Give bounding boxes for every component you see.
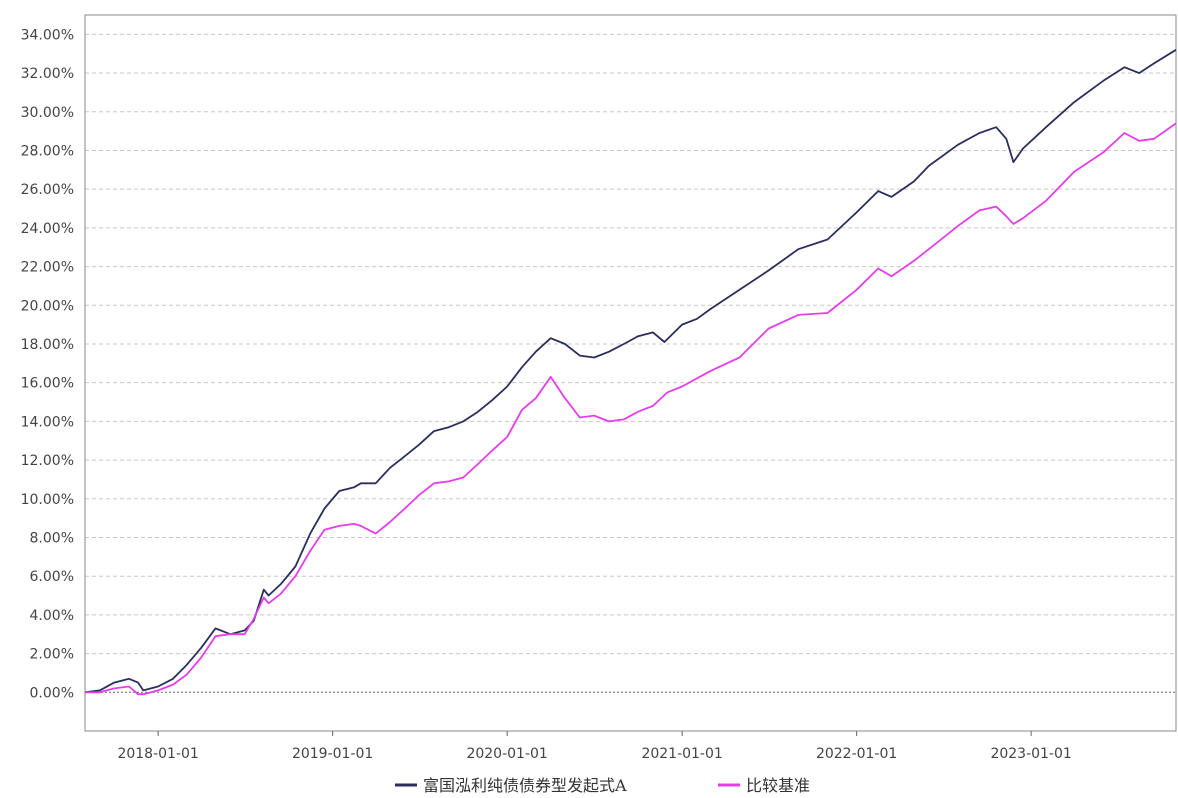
x-tick-label: 2021-01-01 — [641, 746, 722, 762]
y-tick-label: 4.00% — [30, 608, 74, 624]
y-tick-label: 8.00% — [30, 530, 74, 546]
y-tick-label: 22.00% — [21, 260, 74, 276]
legend-label-fund: 富国泓利纯债债券型发起式A — [423, 776, 627, 795]
series-line-benchmark — [85, 122, 1177, 696]
plot-frame — [84, 14, 1177, 732]
y-tick-label: 18.00% — [21, 337, 74, 353]
y-tick-label: 2.00% — [30, 647, 74, 663]
y-tick-label: 14.00% — [21, 414, 74, 430]
y-tick-label: 6.00% — [30, 569, 74, 585]
y-tick-label: 0.00% — [30, 685, 74, 701]
y-tick-label: 34.00% — [21, 27, 74, 43]
y-axis-ticks: 0.00% 2.00% 4.00% 6.00% 8.00% 10.00% 12.00% 14.… — [21, 27, 74, 701]
x-axis-ticks: 2018-01-01 2019-01-01 2020-01-01 2021-01-01… — [117, 731, 1072, 762]
series-lines — [84, 49, 1177, 696]
series-line-fund — [84, 49, 1177, 694]
x-tick-label: 2022-01-01 — [816, 746, 897, 762]
y-tick-label: 24.00% — [21, 221, 74, 237]
y-tick-label: 32.00% — [21, 66, 74, 82]
x-tick-label: 2020-01-01 — [466, 746, 547, 762]
y-tick-label: 26.00% — [21, 182, 74, 198]
x-tick-label: 2018-01-01 — [117, 746, 198, 762]
x-tick-label: 2019-01-01 — [292, 746, 373, 762]
legend-label-benchmark: 比较基准 — [746, 776, 810, 795]
y-tick-label: 20.00% — [21, 298, 74, 314]
y-tick-label: 30.00% — [21, 105, 74, 121]
y-tick-label: 10.00% — [21, 492, 74, 508]
y-tick-label: 12.00% — [21, 453, 74, 469]
y-tick-label: 16.00% — [21, 376, 74, 392]
legend: 富国泓利纯债债券型发起式A 比较基准 — [395, 776, 810, 795]
gridlines — [85, 33, 1176, 693]
x-tick-label: 2023-01-01 — [990, 746, 1071, 762]
y-tick-label: 28.00% — [21, 143, 74, 159]
